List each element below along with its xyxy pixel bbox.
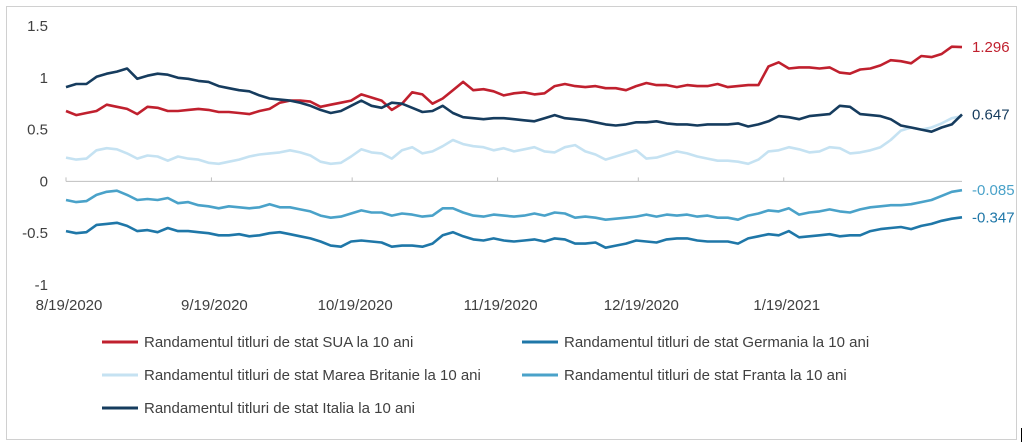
- legend-label: Randamentul titluri de stat SUA la 10 an…: [144, 334, 413, 351]
- legend: Randamentul titluri de stat SUA la 10 an…: [102, 334, 869, 417]
- series-line: [65, 67, 963, 133]
- x-tick-label: 9/19/2020: [181, 297, 248, 314]
- series-line: [65, 216, 963, 249]
- series-line: [65, 114, 963, 166]
- end-value-label: -0.085: [972, 182, 1015, 199]
- end-value-label: 0.647: [972, 106, 1010, 123]
- y-tick-label: 1.5: [27, 18, 48, 35]
- legend-label: Randamentul titluri de stat Franta la 10…: [564, 367, 847, 384]
- text-cursor: [1021, 428, 1022, 442]
- legend-label: Randamentul titluri de stat Germania la …: [564, 334, 869, 351]
- chart-frame: [6, 6, 1017, 440]
- y-tick-label: -0.5: [22, 225, 48, 242]
- y-axis-ticks: 1.5 1 0.5 0 -0.5 -1: [22, 18, 48, 294]
- series-line: [65, 45, 963, 117]
- end-value-label: -0.347: [972, 209, 1015, 226]
- series-lines: [65, 45, 963, 249]
- y-tick-label: -1: [35, 277, 48, 294]
- x-tick-label: 10/19/2020: [318, 297, 393, 314]
- end-value-label: 1.296: [972, 39, 1010, 56]
- x-tick-label: 8/19/2020: [36, 297, 103, 314]
- series-line: [65, 188, 963, 221]
- y-tick-label: 0.5: [27, 122, 48, 139]
- legend-label: Randamentul titluri de stat Italia la 10…: [144, 400, 415, 417]
- x-tick-label: 12/19/2020: [604, 297, 679, 314]
- y-tick-label: 0: [40, 173, 48, 190]
- x-tick-label: 11/19/2020: [464, 297, 538, 314]
- end-value-labels: 1.296 -0.347 -0.085 0.647: [972, 39, 1015, 226]
- x-axis-ticks: 8/19/2020 9/19/2020 10/19/2020 11/19/2020 12…: [36, 177, 820, 314]
- y-tick-label: 1: [40, 70, 48, 87]
- legend-label: Randamentul titluri de stat Marea Britan…: [144, 367, 481, 384]
- x-tick-label: 1/19/2021: [753, 297, 820, 314]
